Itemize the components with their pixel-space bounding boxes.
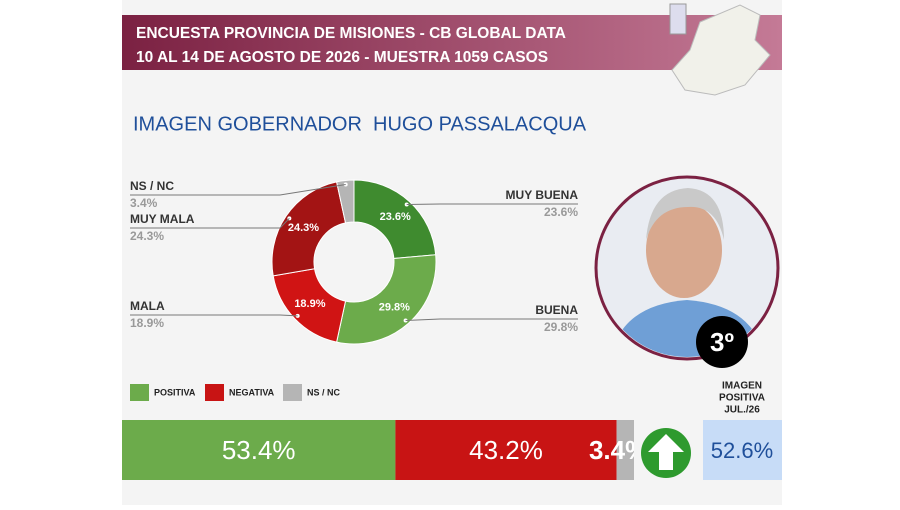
chart-title: IMAGEN GOBERNADOR HUGO PASSALACQUA (133, 113, 587, 135)
comparison-value: 52.6% (711, 438, 773, 463)
bar-label: 53.4% (222, 435, 296, 465)
category-label: BUENA (535, 303, 578, 317)
category-label: MALA (130, 299, 165, 313)
category-value: 23.6% (544, 205, 578, 219)
badge-text: 3º (710, 327, 734, 357)
legend-label: NS / NC (307, 387, 341, 397)
comparison-label: JUL./26 (724, 405, 760, 416)
bar-label: 43.2% (469, 435, 543, 465)
comparison-label: POSITIVA (719, 393, 765, 404)
segment-label: 18.9% (294, 298, 325, 310)
category-value: 18.9% (130, 316, 164, 330)
category-value: 24.3% (130, 229, 164, 243)
category-label: MUY BUENA (506, 188, 579, 202)
category-label: MUY MALA (130, 212, 195, 226)
category-value: 29.8% (544, 320, 578, 334)
legend-swatch (130, 384, 149, 401)
segment-label: 23.6% (380, 211, 411, 223)
stacked-bar: 53.4%43.2%3.4% (122, 420, 648, 480)
header-line: ENCUESTA PROVINCIA DE MISIONES - CB GLOB… (136, 25, 566, 42)
legend-label: NEGATIVA (229, 387, 275, 397)
category-value: 3.4% (130, 196, 158, 210)
header-line: 10 AL 14 DE AGOSTO DE 2026 - MUESTRA 105… (136, 49, 548, 66)
segment-label: 29.8% (379, 302, 410, 314)
segment-label: 24.3% (288, 222, 319, 234)
legend-label: POSITIVA (154, 387, 196, 397)
category-label: NS / NC (130, 179, 174, 193)
legend-swatch (205, 384, 224, 401)
legend-swatch (283, 384, 302, 401)
comparison-label: IMAGEN (722, 381, 762, 392)
map-inset (670, 4, 686, 34)
